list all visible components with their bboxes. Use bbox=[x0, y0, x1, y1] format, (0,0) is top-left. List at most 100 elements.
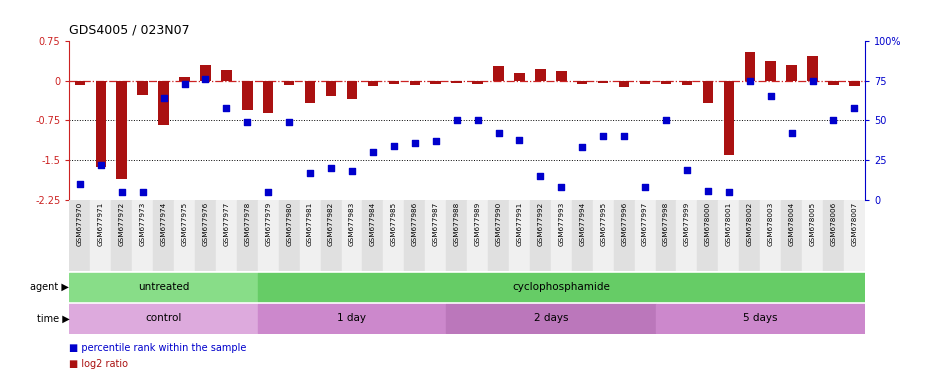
Bar bbox=[446, 304, 656, 333]
Bar bbox=[347, 81, 357, 99]
Point bbox=[115, 189, 130, 195]
Text: GSM678006: GSM678006 bbox=[831, 202, 836, 247]
Bar bbox=[640, 81, 650, 84]
Point bbox=[72, 181, 87, 187]
Bar bbox=[321, 200, 341, 271]
Bar bbox=[410, 81, 420, 85]
Text: GSM677994: GSM677994 bbox=[579, 202, 586, 247]
Bar bbox=[430, 81, 441, 84]
Text: GSM677986: GSM677986 bbox=[412, 202, 418, 247]
Bar bbox=[258, 304, 446, 333]
Bar bbox=[75, 81, 85, 85]
Text: GSM677981: GSM677981 bbox=[307, 202, 314, 247]
Bar bbox=[258, 200, 278, 271]
Text: GSM677988: GSM677988 bbox=[453, 202, 460, 247]
Bar bbox=[849, 81, 859, 86]
Bar bbox=[739, 200, 760, 271]
Text: GSM677978: GSM677978 bbox=[244, 202, 251, 247]
Bar bbox=[577, 81, 587, 84]
Bar bbox=[676, 200, 697, 271]
Bar bbox=[138, 81, 148, 95]
Bar bbox=[174, 200, 195, 271]
Point bbox=[659, 118, 673, 124]
Text: ■ percentile rank within the sample: ■ percentile rank within the sample bbox=[69, 343, 247, 353]
Bar bbox=[242, 81, 253, 110]
Text: 1 day: 1 day bbox=[338, 313, 366, 323]
Bar bbox=[179, 77, 190, 81]
Bar bbox=[326, 81, 337, 96]
Point bbox=[198, 76, 213, 82]
Bar bbox=[467, 200, 488, 271]
Point bbox=[470, 118, 485, 124]
Text: 5 days: 5 days bbox=[743, 313, 777, 323]
Text: GSM678007: GSM678007 bbox=[851, 202, 857, 247]
Bar bbox=[556, 71, 566, 81]
Text: GSM678003: GSM678003 bbox=[768, 202, 773, 247]
Bar bbox=[69, 304, 258, 333]
Bar bbox=[237, 200, 258, 271]
Bar bbox=[69, 273, 258, 301]
Point bbox=[700, 187, 715, 194]
Text: GSM677983: GSM677983 bbox=[349, 202, 355, 247]
Point bbox=[345, 168, 360, 174]
Point bbox=[428, 138, 443, 144]
Point bbox=[722, 189, 736, 195]
Bar bbox=[828, 81, 839, 85]
Point bbox=[282, 119, 297, 125]
Bar bbox=[263, 81, 274, 114]
Point bbox=[805, 78, 820, 84]
Point bbox=[219, 104, 234, 111]
Bar bbox=[154, 200, 174, 271]
Bar bbox=[363, 200, 383, 271]
Bar bbox=[530, 200, 551, 271]
Text: GSM677982: GSM677982 bbox=[328, 202, 334, 247]
Bar bbox=[158, 81, 168, 125]
Bar bbox=[300, 200, 321, 271]
Bar bbox=[388, 81, 399, 84]
Text: GSM677996: GSM677996 bbox=[621, 202, 627, 247]
Bar bbox=[305, 81, 315, 103]
Bar bbox=[368, 81, 378, 86]
Text: GSM678002: GSM678002 bbox=[746, 202, 753, 247]
Point bbox=[512, 136, 527, 142]
Bar bbox=[723, 81, 734, 155]
Bar bbox=[823, 200, 844, 271]
Point bbox=[302, 170, 317, 176]
Bar bbox=[284, 81, 294, 85]
Bar bbox=[488, 200, 509, 271]
Bar bbox=[844, 200, 865, 271]
Text: GSM677990: GSM677990 bbox=[496, 202, 501, 247]
Bar bbox=[697, 200, 719, 271]
Bar bbox=[258, 273, 865, 301]
Point bbox=[156, 95, 171, 101]
Bar bbox=[536, 69, 546, 81]
Point bbox=[680, 167, 695, 173]
Text: GSM677972: GSM677972 bbox=[118, 202, 125, 247]
Text: GSM677997: GSM677997 bbox=[642, 202, 648, 247]
Text: untreated: untreated bbox=[138, 282, 190, 292]
Bar bbox=[69, 200, 91, 271]
Bar bbox=[660, 81, 672, 84]
Bar bbox=[473, 81, 483, 84]
Bar bbox=[703, 81, 713, 103]
Text: GSM677991: GSM677991 bbox=[516, 202, 523, 247]
Text: GSM677989: GSM677989 bbox=[475, 202, 481, 247]
Text: GSM677995: GSM677995 bbox=[600, 202, 606, 247]
Bar bbox=[635, 200, 656, 271]
Point bbox=[261, 189, 276, 195]
Text: cyclophosphamide: cyclophosphamide bbox=[512, 282, 610, 292]
Bar bbox=[781, 200, 802, 271]
Text: GSM677976: GSM677976 bbox=[203, 202, 208, 247]
Text: GSM678000: GSM678000 bbox=[705, 202, 711, 247]
Text: GSM677999: GSM677999 bbox=[684, 202, 690, 247]
Point bbox=[491, 130, 506, 136]
Bar bbox=[95, 81, 106, 167]
Point bbox=[763, 93, 778, 99]
Point bbox=[743, 78, 758, 84]
Point bbox=[847, 104, 862, 111]
Bar bbox=[514, 73, 524, 81]
Bar bbox=[656, 200, 676, 271]
Text: GSM678004: GSM678004 bbox=[789, 202, 795, 247]
Bar bbox=[426, 200, 446, 271]
Point bbox=[135, 189, 150, 195]
